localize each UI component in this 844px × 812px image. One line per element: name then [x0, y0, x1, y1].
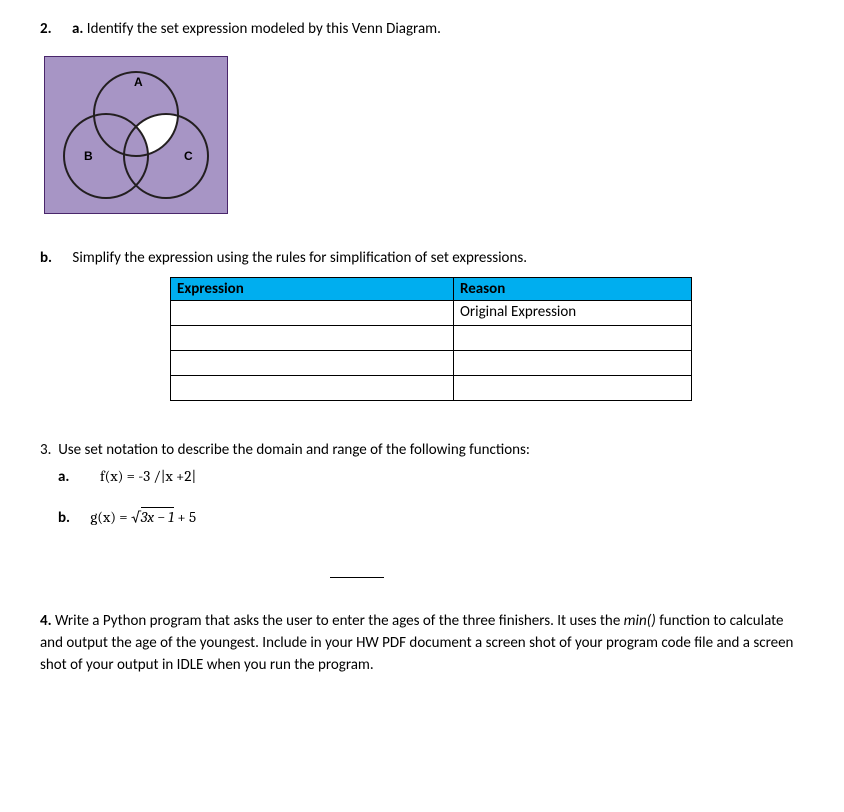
venn-label-b: B	[84, 149, 93, 163]
q3-b-suffix: + 5	[174, 508, 196, 526]
cell-reason-1	[454, 326, 692, 351]
table-header-row: Expression Reason	[171, 278, 692, 301]
q3-b-sqrt-arg: 3x − 1	[141, 507, 174, 526]
q4-italic: min()	[624, 612, 656, 630]
q4-text-before: Write a Python program that asks the use…	[52, 612, 624, 630]
table-row: Original Expression	[171, 301, 692, 326]
q3-a-formula: f(x) = -3 /|x +2|	[100, 467, 196, 485]
table-row	[171, 351, 692, 376]
q2-part-a-text: Identify the set expression modeled by t…	[87, 20, 441, 38]
cell-expr-3	[171, 376, 454, 401]
q3-text: Use set notation to describe the domain …	[58, 441, 530, 459]
q3-number: 3.	[40, 441, 51, 459]
q3-header: 3. Use set notation to describe the doma…	[40, 441, 804, 459]
q3-b-letter: b.	[58, 509, 70, 527]
table-row	[171, 326, 692, 351]
q3-part-b: b. g(x) = √3x − 1 + 5	[58, 508, 804, 527]
venn-svg: A B C	[44, 56, 228, 214]
q2-header: 2. a. Identify the set expression modele…	[40, 20, 804, 38]
cell-expr-2	[171, 351, 454, 376]
q2-part-b: b. Simplify the expression using the rul…	[40, 249, 804, 267]
cell-reason-3	[454, 376, 692, 401]
q3-b-formula: g(x) = √3x − 1 + 5	[90, 507, 196, 526]
q2-part-b-text: Simplify the expression using the rules …	[72, 249, 527, 267]
col-header-expression: Expression	[171, 278, 454, 301]
venn-label-a: A	[134, 75, 143, 89]
venn-label-c: C	[184, 149, 193, 163]
q2-part-a-letter: a.	[72, 20, 83, 38]
q3-part-a: a. f(x) = -3 /|x +2|	[58, 467, 804, 486]
q3-b-prefix: g(x) =	[90, 508, 131, 526]
q3-a-letter: a.	[58, 468, 69, 486]
cell-expr-0	[171, 301, 454, 326]
q4-paragraph: 4. Write a Python program that asks the …	[40, 611, 804, 676]
cell-expr-1	[171, 326, 454, 351]
q4-number: 4.	[40, 612, 52, 630]
simplify-table: Expression Reason Original Expression	[170, 277, 692, 401]
q2-part-b-letter: b.	[40, 249, 52, 267]
blank-underline	[40, 549, 804, 611]
venn-diagram: A B C	[44, 56, 804, 219]
col-header-reason: Reason	[454, 278, 692, 301]
cell-reason-2	[454, 351, 692, 376]
table-row	[171, 376, 692, 401]
q2-number: 2.	[40, 20, 52, 38]
simplify-table-wrap: Expression Reason Original Expression	[170, 277, 804, 401]
cell-reason-0: Original Expression	[454, 301, 692, 326]
q3-b-sqrt-sym: √	[131, 508, 141, 526]
